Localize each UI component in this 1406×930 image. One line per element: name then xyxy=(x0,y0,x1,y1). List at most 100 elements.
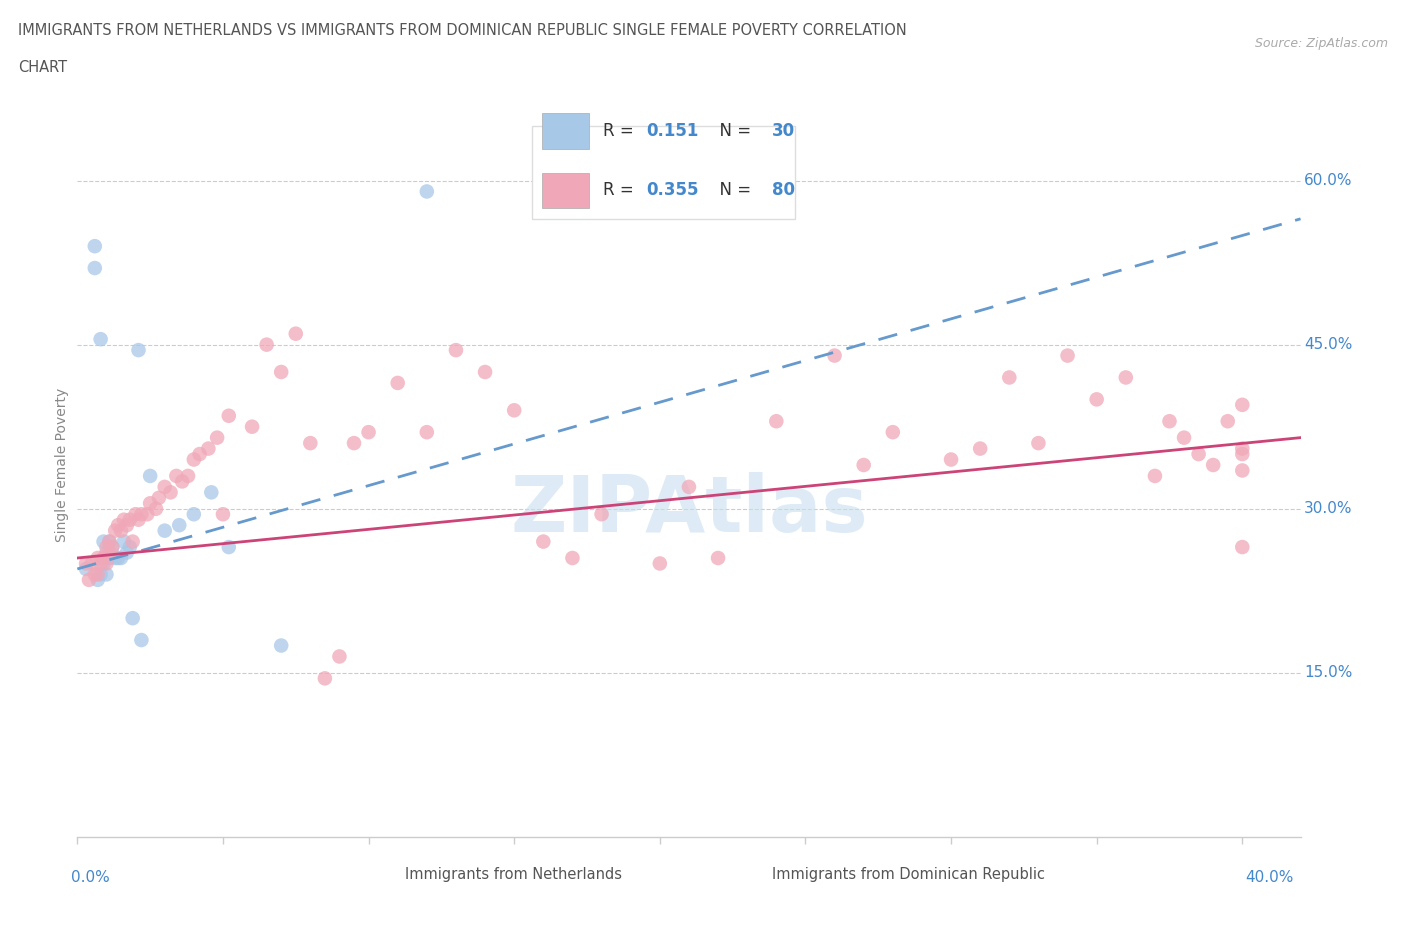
Y-axis label: Single Female Poverty: Single Female Poverty xyxy=(55,388,69,542)
Point xyxy=(80,556,103,571)
Point xyxy=(83,567,105,582)
Point xyxy=(218,539,240,554)
Point xyxy=(503,403,526,418)
Text: 60.0%: 60.0% xyxy=(1305,173,1353,188)
Point xyxy=(87,573,110,588)
Point xyxy=(416,184,439,199)
Point xyxy=(98,534,121,549)
Text: 80: 80 xyxy=(772,181,796,199)
Point xyxy=(1115,370,1137,385)
Point xyxy=(172,474,194,489)
Point xyxy=(1232,441,1254,456)
Point xyxy=(75,562,97,577)
Point xyxy=(145,501,167,516)
Point xyxy=(561,551,583,565)
Point xyxy=(765,414,787,429)
Point xyxy=(98,534,121,549)
Point xyxy=(183,507,205,522)
Point xyxy=(387,376,409,391)
Point xyxy=(177,469,200,484)
Point xyxy=(93,551,115,565)
Point xyxy=(343,435,366,450)
Point xyxy=(1159,414,1181,429)
Point xyxy=(93,556,115,571)
Point xyxy=(128,342,150,357)
Point xyxy=(270,638,292,653)
Point xyxy=(96,545,118,560)
Point xyxy=(882,425,904,440)
Point xyxy=(416,425,439,440)
Point xyxy=(188,446,211,461)
Point xyxy=(136,507,159,522)
Point xyxy=(165,469,187,484)
Text: 45.0%: 45.0% xyxy=(1305,338,1353,352)
Point xyxy=(314,671,336,685)
Point xyxy=(218,408,240,423)
Point xyxy=(139,496,162,511)
Text: 40.0%: 40.0% xyxy=(1246,870,1294,885)
Point xyxy=(148,490,170,505)
Point xyxy=(90,556,112,571)
Text: 30.0%: 30.0% xyxy=(1305,501,1353,516)
Point xyxy=(299,435,322,450)
Point xyxy=(284,326,307,341)
Point xyxy=(1232,397,1254,412)
Point xyxy=(357,425,380,440)
FancyBboxPatch shape xyxy=(533,126,796,219)
Point xyxy=(131,632,153,647)
Point xyxy=(83,260,105,275)
Point xyxy=(998,370,1021,385)
Point xyxy=(98,545,121,560)
Point xyxy=(96,539,118,554)
Point xyxy=(121,534,143,549)
Text: CHART: CHART xyxy=(18,60,67,75)
Text: IMMIGRANTS FROM NETHERLANDS VS IMMIGRANTS FROM DOMINICAN REPUBLIC SINGLE FEMALE : IMMIGRANTS FROM NETHERLANDS VS IMMIGRANT… xyxy=(18,23,907,38)
FancyBboxPatch shape xyxy=(346,863,395,885)
Point xyxy=(107,551,129,565)
Point xyxy=(115,518,138,533)
Point xyxy=(159,485,181,499)
Point xyxy=(183,452,205,467)
Point xyxy=(104,524,127,538)
Point xyxy=(1187,446,1209,461)
Point xyxy=(98,551,121,565)
Point xyxy=(139,469,162,484)
Point xyxy=(83,239,105,254)
Text: Immigrants from Netherlands: Immigrants from Netherlands xyxy=(405,867,621,882)
Point xyxy=(131,507,153,522)
Point xyxy=(107,518,129,533)
Text: 15.0%: 15.0% xyxy=(1305,665,1353,681)
Text: N =: N = xyxy=(709,181,756,199)
Point xyxy=(1232,463,1254,478)
Point xyxy=(1216,414,1239,429)
Point xyxy=(77,573,100,588)
Text: R =: R = xyxy=(603,122,640,140)
Point xyxy=(1173,431,1195,445)
Point xyxy=(101,539,124,554)
Point xyxy=(121,611,143,626)
Point xyxy=(205,431,228,445)
Point xyxy=(852,458,875,472)
Point xyxy=(87,551,110,565)
Text: Immigrants from Dominican Republic: Immigrants from Dominican Republic xyxy=(772,867,1045,882)
FancyBboxPatch shape xyxy=(713,863,762,885)
Point xyxy=(240,419,263,434)
Point xyxy=(1028,435,1050,450)
Point xyxy=(648,556,671,571)
Point xyxy=(124,507,146,522)
Point xyxy=(153,480,176,495)
Point xyxy=(110,524,132,538)
Point xyxy=(153,524,176,538)
Point xyxy=(118,539,141,554)
Point xyxy=(118,512,141,527)
Point xyxy=(328,649,350,664)
Point xyxy=(75,556,97,571)
Point xyxy=(96,567,118,582)
Text: N =: N = xyxy=(709,122,756,140)
Point xyxy=(110,551,132,565)
Point xyxy=(531,534,554,549)
Point xyxy=(101,539,124,554)
Point xyxy=(1232,539,1254,554)
Text: 0.355: 0.355 xyxy=(647,181,699,199)
Point xyxy=(104,551,127,565)
